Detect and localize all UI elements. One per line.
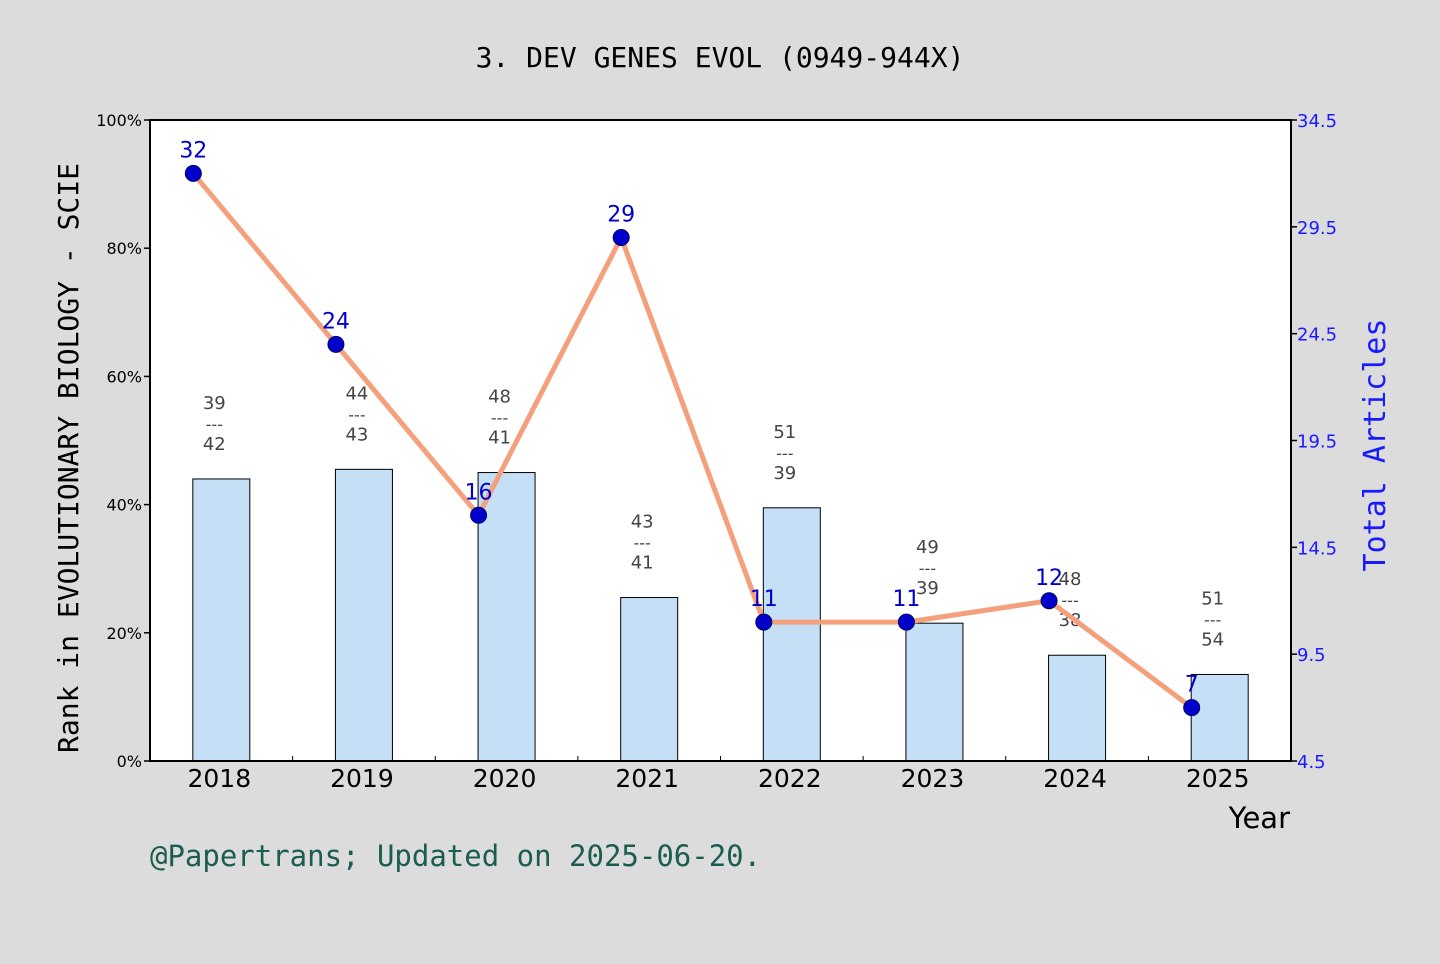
rank-separator-2022: --- <box>776 444 793 463</box>
rank-denominator-2023: 39 <box>916 578 939 599</box>
rank-numerator-2020: 48 <box>488 387 511 408</box>
rank-separator-2021: --- <box>634 534 651 553</box>
line-layer: 32 24 16 29 11 11 12 7 <box>179 138 1201 717</box>
rank-separator-2020: --- <box>491 409 508 428</box>
axes-layer: 0% 20% 40% 60% 80% 100% 4.5 9.5 14.5 19.5 24.5 29.5… <box>96 111 1337 793</box>
x-tick-label-2019: 2019 <box>330 764 394 793</box>
rank-numerator-2023: 49 <box>916 537 939 558</box>
y-left-tick-label-5: 100% <box>96 111 142 130</box>
total-articles-marker-2019 <box>327 335 345 353</box>
bars-layer <box>192 468 1249 762</box>
rank-numerator-2018: 39 <box>203 393 226 414</box>
y-right-tick-label-3: 19.5 <box>1297 432 1337 453</box>
plot-area <box>150 120 1291 761</box>
rank-separator-2018: --- <box>206 415 223 434</box>
rank-denominator-2018: 42 <box>203 434 226 455</box>
rank-numerator-2019: 44 <box>345 383 368 404</box>
y-left-tick-label-4: 80% <box>106 239 142 258</box>
total-articles-label-2023: 11 <box>892 587 920 612</box>
total-articles-label-2022: 11 <box>750 587 778 612</box>
y-axis-right-label: Total Articles <box>1358 319 1393 572</box>
total-articles-label-2021: 29 <box>607 203 635 228</box>
total-articles-label-2020: 16 <box>465 480 493 505</box>
total-articles-marker-2024 <box>1040 592 1058 610</box>
x-tick-label-2020: 2020 <box>473 764 537 793</box>
rank-separator-2025: --- <box>1204 610 1221 629</box>
total-articles-label-2024: 12 <box>1035 566 1063 591</box>
y-left-tick-label-0: 0% <box>117 752 142 771</box>
total-articles-marker-2022 <box>755 613 773 631</box>
y-right-tick-label-1: 9.5 <box>1297 645 1326 666</box>
rank-numerator-2022: 51 <box>773 422 796 443</box>
y-left-tick-label-3: 60% <box>106 367 142 386</box>
total-articles-line <box>190 170 1195 711</box>
total-articles-marker-2025 <box>1183 699 1201 717</box>
total-articles-label-2025: 7 <box>1185 673 1199 698</box>
footer-note: @Papertrans; Updated on 2025-06-20. <box>150 839 761 873</box>
x-tick-label-2018: 2018 <box>188 764 252 793</box>
bar-2018 <box>192 478 251 762</box>
x-tick-label-2025: 2025 <box>1186 764 1250 793</box>
rank-denominator-2024: 38 <box>1059 610 1082 631</box>
rank-denominator-2021: 41 <box>631 553 654 574</box>
chart-title: 3. DEV GENES EVOL (0949-944X) <box>476 41 965 74</box>
rank-separator-2024: --- <box>1061 591 1078 610</box>
rank-denominator-2019: 43 <box>345 424 368 445</box>
total-articles-marker-2020 <box>470 506 488 524</box>
bar-2023 <box>905 622 964 762</box>
y-left-tick-label-2: 40% <box>106 496 142 515</box>
rank-numerator-2025: 51 <box>1201 588 1224 609</box>
bar-2020 <box>477 472 536 762</box>
rank-labels-layer: 39---4244---4348---4143---4151---3949---… <box>203 383 1224 650</box>
y-left-tick-label-1: 20% <box>106 624 142 643</box>
y-right-tick-label-5: 29.5 <box>1297 218 1337 239</box>
y-right-tick-label-0: 4.5 <box>1297 752 1326 773</box>
rank-denominator-2022: 39 <box>773 463 796 484</box>
bar-2019 <box>334 468 393 762</box>
rank-denominator-2025: 54 <box>1201 629 1224 650</box>
bar-2025 <box>1190 673 1249 762</box>
rank-numerator-2024: 48 <box>1059 569 1082 590</box>
rank-separator-2019: --- <box>348 405 365 424</box>
x-tick-label-2021: 2021 <box>615 764 679 793</box>
bar-2022 <box>762 507 821 762</box>
total-articles-label-2018: 32 <box>179 138 207 163</box>
total-articles-marker-2018 <box>184 164 202 182</box>
bar-2021 <box>620 597 679 762</box>
rank-denominator-2020: 41 <box>488 428 511 449</box>
total-articles-label-2019: 24 <box>322 309 350 334</box>
y-axis-left-label: Rank in EVOLUTIONARY BIOLOGY - SCIE <box>52 163 85 753</box>
rank-numerator-2021: 43 <box>631 512 654 533</box>
x-tick-label-2024: 2024 <box>1043 764 1107 793</box>
rank-separator-2023: --- <box>919 559 936 578</box>
total-articles-marker-2023 <box>897 613 915 631</box>
y-right-tick-label-4: 24.5 <box>1297 325 1337 346</box>
y-right-tick-label-2: 14.5 <box>1297 538 1337 559</box>
bar-2024 <box>1048 654 1107 762</box>
x-tick-label-2022: 2022 <box>758 764 822 793</box>
y-right-tick-label-6: 34.5 <box>1297 111 1337 132</box>
x-tick-label-2023: 2023 <box>901 764 965 793</box>
x-axis-label: Year <box>1228 801 1290 835</box>
total-articles-marker-2021 <box>612 229 630 247</box>
